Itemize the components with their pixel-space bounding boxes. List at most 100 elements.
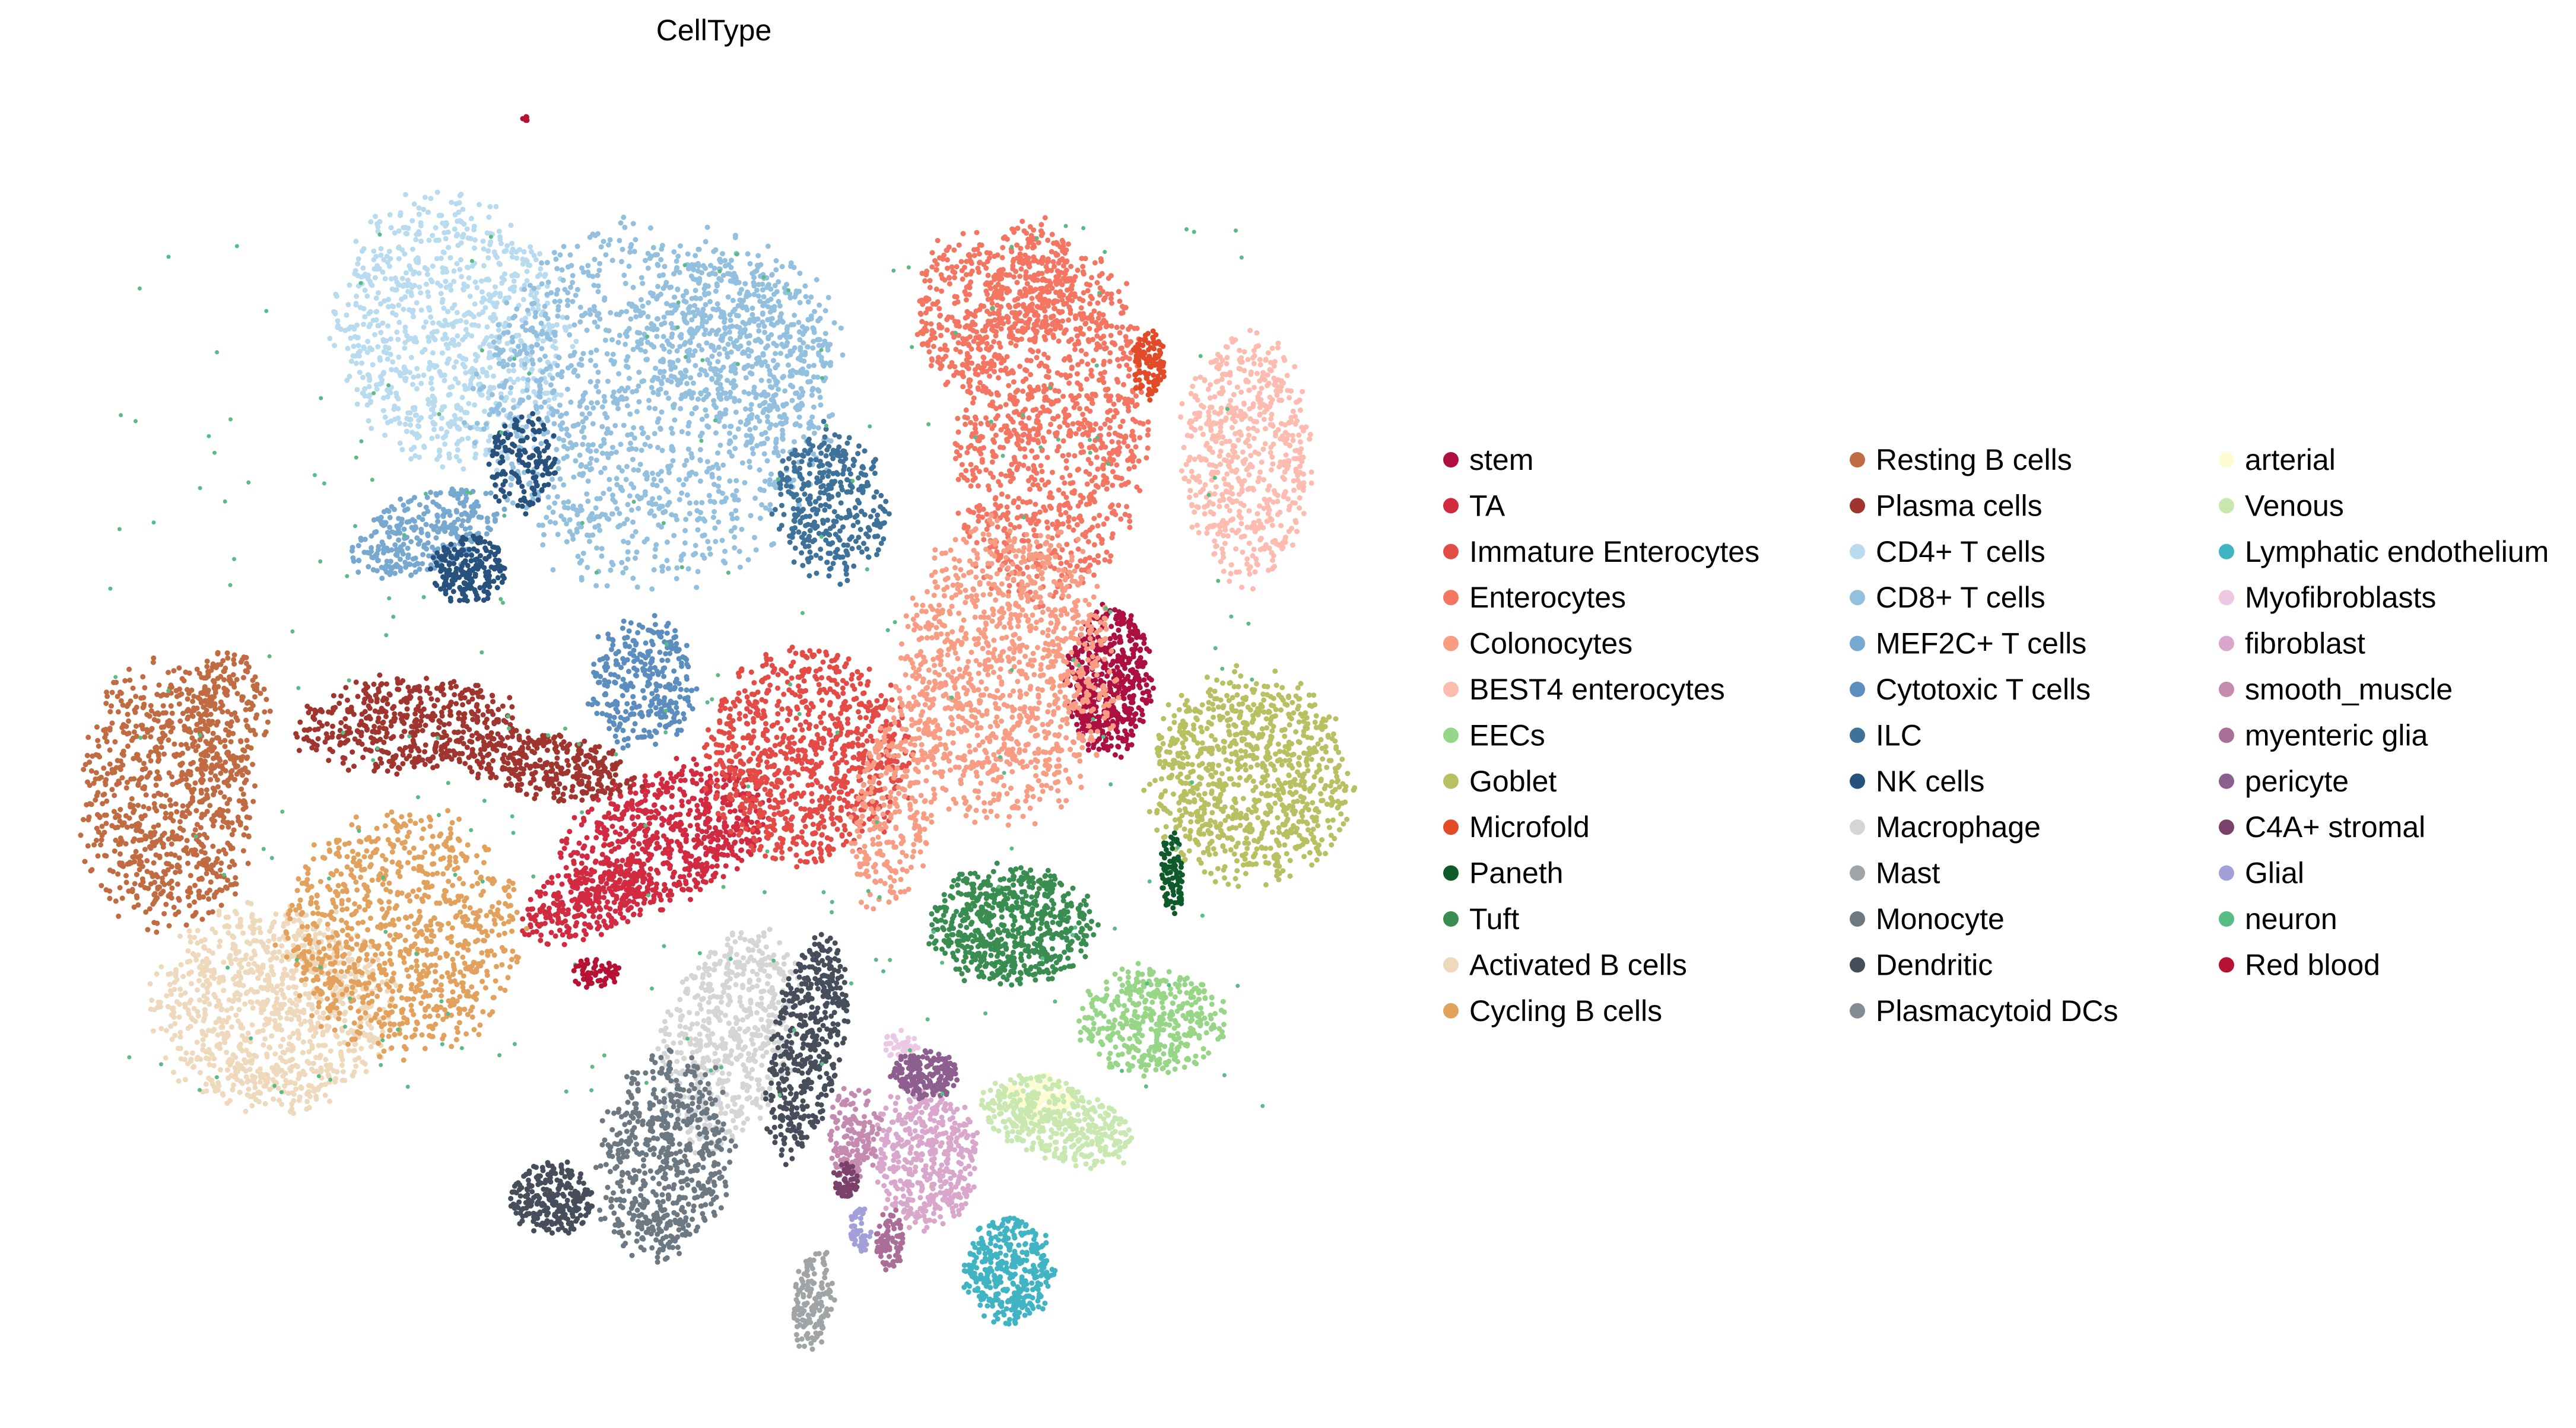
legend-marker	[1850, 682, 1865, 697]
cluster-pericyte	[888, 1048, 960, 1102]
legend-marker	[1443, 1003, 1459, 1019]
legend-marker	[1443, 819, 1459, 835]
cluster-neuron	[108, 224, 1265, 1108]
legend-item: Venous	[2219, 489, 2344, 522]
legend-marker	[2219, 727, 2234, 743]
legend-item: Plasmacytoid DCs	[1850, 994, 2118, 1028]
legend-marker	[1850, 1003, 1865, 1019]
cluster-microfold	[1130, 328, 1167, 403]
legend-label: EECs	[1469, 718, 1545, 752]
legend-label: BEST4 enterocytes	[1469, 673, 1725, 706]
legend-marker	[1850, 543, 1865, 559]
legend-item: Cycling B cells	[1443, 994, 1662, 1028]
cluster-lymphatic-endothelium	[961, 1215, 1058, 1327]
legend-label: fibroblast	[2245, 627, 2365, 660]
cluster-resting-b-cells	[78, 650, 273, 935]
legend-marker	[1850, 727, 1865, 743]
legend-label: Plasmacytoid DCs	[1876, 994, 2118, 1028]
legend-label: Immature Enterocytes	[1469, 535, 1759, 568]
legend-item: Mast	[1850, 857, 1940, 890]
cluster-tuft	[926, 860, 1101, 988]
legend-item: Immature Enterocytes	[1443, 535, 1759, 568]
legend-item: Plasma cells	[1850, 489, 2043, 522]
legend-label: Goblet	[1469, 765, 1557, 798]
cluster-enterocytes	[914, 215, 1151, 613]
legend-label: smooth_muscle	[2245, 673, 2453, 706]
legend-item: Cytotoxic T cells	[1850, 673, 2091, 706]
legend-marker	[1443, 635, 1459, 651]
cluster-monocyte	[593, 1047, 738, 1265]
legend-label: stem	[1469, 443, 1533, 476]
legend-marker	[1443, 865, 1459, 881]
legend-marker	[1443, 452, 1459, 467]
legend-item: Microfold	[1443, 810, 1590, 844]
legend-marker	[2219, 452, 2234, 467]
legend-item: pericyte	[2219, 765, 2349, 798]
cluster-eecs	[1076, 961, 1227, 1079]
legend-label: MEF2C+ T cells	[1876, 627, 2086, 660]
legend-item: ILC	[1850, 718, 1922, 752]
legend-marker	[1443, 498, 1459, 514]
legend-label: Plasma cells	[1876, 489, 2043, 522]
legend-item: MEF2C+ T cells	[1850, 627, 2086, 660]
legend-label: arterial	[2245, 443, 2336, 476]
legend-item: Myofibroblasts	[2219, 581, 2436, 614]
legend-item: Red blood	[2219, 948, 2380, 981]
legend-item: fibroblast	[2219, 627, 2365, 660]
cluster-fibroblast	[874, 1080, 980, 1234]
legend-label: C4A+ stromal	[2245, 810, 2425, 844]
legend-label: Red blood	[2245, 948, 2380, 981]
legend-item: myenteric glia	[2219, 718, 2428, 752]
legend-label: Glial	[2245, 857, 2304, 890]
cluster-c4a-stromal	[831, 1160, 860, 1199]
cluster-smooth-muscle	[827, 1086, 884, 1179]
cluster-colonocytes	[848, 513, 1122, 912]
legend-label: Venous	[2245, 489, 2344, 522]
legend-item: smooth_muscle	[2219, 673, 2453, 706]
legend-item: Colonocytes	[1443, 627, 1632, 660]
legend-label: Cytotoxic T cells	[1876, 673, 2091, 706]
legend-label: CD4+ T cells	[1876, 535, 2045, 568]
legend-marker	[2219, 635, 2234, 651]
legend-item: CD4+ T cells	[1850, 535, 2045, 568]
cluster-goblet	[1141, 663, 1358, 889]
legend-label: Monocyte	[1876, 902, 2005, 936]
legend-marker	[2219, 819, 2234, 835]
legend-label: Microfold	[1469, 810, 1590, 844]
legend-marker	[1850, 452, 1865, 467]
legend-item: TA	[1443, 489, 1505, 522]
legend-marker	[2219, 543, 2234, 559]
legend-item: Enterocytes	[1443, 581, 1626, 614]
legend-marker	[1850, 635, 1865, 651]
cluster-cytotoxic-t-cells	[585, 613, 700, 751]
legend-item: EECs	[1443, 718, 1545, 752]
legend-label: Mast	[1876, 857, 1940, 890]
cluster-mast	[791, 1249, 837, 1352]
cluster-dendritic	[508, 931, 851, 1236]
legend-marker	[2219, 590, 2234, 606]
legend-marker	[1443, 727, 1459, 743]
legend-marker	[1850, 819, 1865, 835]
legend-item: Goblet	[1443, 765, 1557, 798]
legend-label: Tuft	[1469, 902, 1519, 936]
legend-label: Resting B cells	[1876, 443, 2072, 476]
cluster-best4-enterocytes	[1178, 327, 1314, 591]
legend-label: Macrophage	[1876, 810, 2041, 844]
legend-label: neuron	[2245, 902, 2337, 936]
legend-marker	[2219, 682, 2234, 697]
legend-label: Myofibroblasts	[2245, 581, 2436, 614]
cluster-cd4-t-cells	[327, 189, 579, 473]
legend-marker	[1443, 590, 1459, 606]
legend-marker	[2219, 911, 2234, 927]
legend: stem TA Immature Enterocytes Enterocytes Col…	[1443, 443, 2549, 1028]
cluster-glial	[848, 1206, 874, 1254]
legend-marker	[1850, 865, 1865, 881]
cluster-plasma-cells	[293, 672, 645, 804]
cluster-nk-cells	[428, 411, 558, 604]
legend-item: Monocyte	[1850, 902, 2005, 936]
legend-marker	[2219, 865, 2234, 881]
legend-marker	[1850, 773, 1865, 789]
legend-marker	[2219, 773, 2234, 789]
legend-item: Resting B cells	[1850, 443, 2072, 476]
